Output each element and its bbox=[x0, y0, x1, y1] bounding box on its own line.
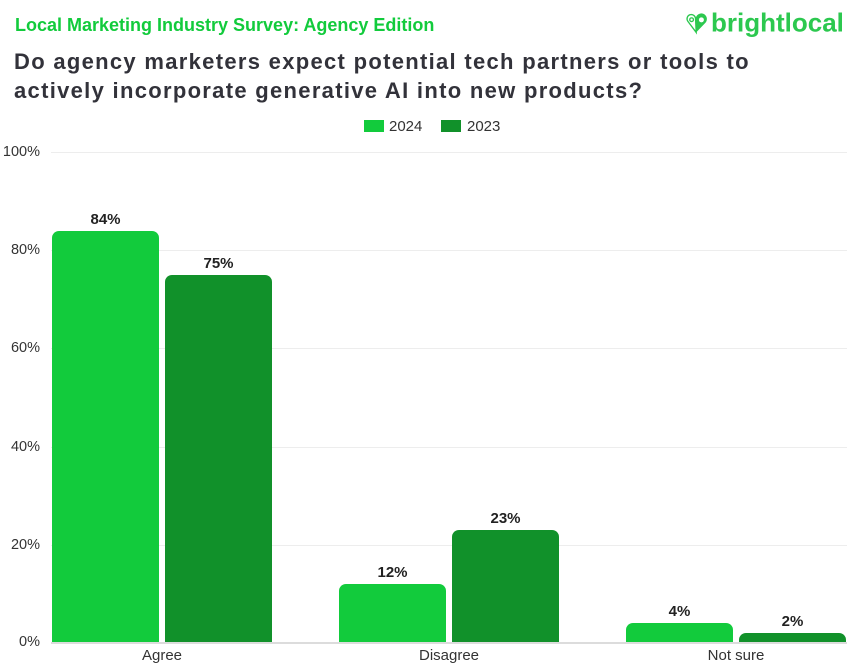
svg-text:brightlocal: brightlocal bbox=[711, 7, 844, 37]
